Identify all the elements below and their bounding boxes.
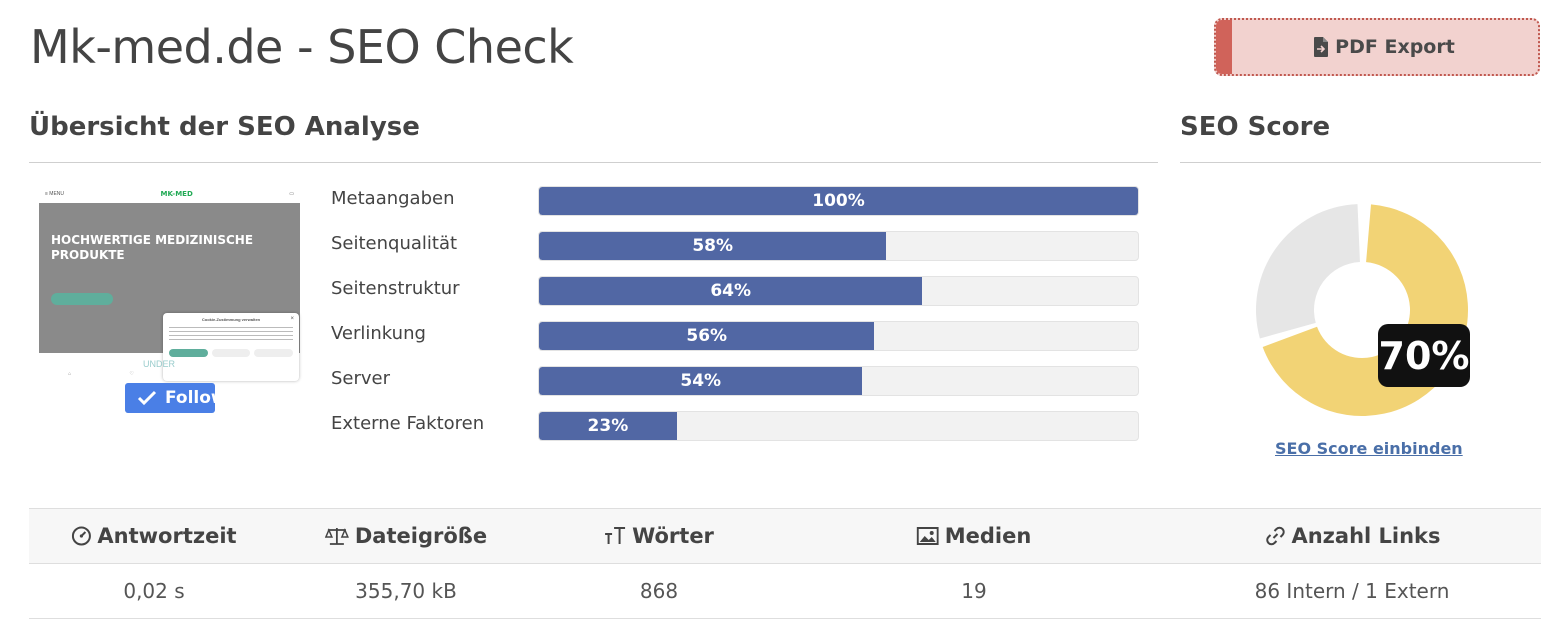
metric-label-verlinkung: Verlinkung [331, 323, 426, 344]
metric-label-server: Server [331, 368, 391, 389]
thumbnail-topbar: ≡ MENU MK-MED ▭ [39, 185, 300, 203]
metric-bar-fill: 58% [539, 232, 887, 260]
stats-header-dateigroesse: Dateigröße [324, 509, 488, 563]
metric-bar-fill: 23% [539, 412, 677, 440]
score-divider [1180, 162, 1541, 163]
metric-label-externe-faktoren: Externe Faktoren [331, 413, 485, 434]
cookie-deny-button [211, 349, 251, 357]
thumbnail-hero-button [51, 293, 113, 305]
stats-header-label: Anzahl Links [1291, 524, 1441, 548]
gauge-icon [71, 526, 91, 546]
stats-value-antwortzeit: 0,02 s [123, 579, 185, 603]
stats-header-row: Antwortzeit Dateigröße Wörter Medien Anz… [29, 508, 1541, 564]
metric-bar-seitenstruktur: 64% [538, 276, 1139, 306]
image-icon [916, 527, 939, 545]
checkmark-icon [137, 390, 157, 406]
seo-score-value: 70% [1378, 324, 1470, 387]
thumbnail-cookie-dialog: Cookie-Zustimmung verwalten × [163, 313, 299, 381]
stats-header-woerter: Wörter [604, 509, 714, 563]
thumbnail-window-icon: ▭ [289, 191, 294, 197]
metric-bar-server: 54% [538, 366, 1139, 396]
text-size-icon [605, 527, 626, 544]
cookie-dialog-title: Cookie-Zustimmung verwalten [201, 317, 261, 322]
metric-label-seitenqualitaet: Seitenqualität [331, 233, 458, 254]
scale-icon [324, 528, 349, 545]
stats-header-medien: Medien [916, 509, 1032, 563]
stats-value-anzahl-links: 86 Intern / 1 Extern [1254, 579, 1450, 603]
cookie-accept-button [169, 349, 208, 357]
follow-label: Follow [165, 388, 215, 408]
thumbnail-menu: ≡ MENU [45, 191, 65, 197]
metric-bar-fill: 54% [539, 367, 863, 395]
stats-value-dateigroesse: 355,70 kB [355, 579, 457, 603]
metric-label-metaangaben: Metaangaben [331, 188, 455, 209]
score-remaining-segment [1256, 204, 1360, 339]
home-icon: ⌂ [68, 371, 72, 377]
overview-divider [29, 162, 1158, 163]
cookie-dialog-text [169, 327, 293, 341]
page-title: Mk-med.de - SEO Check [30, 20, 574, 74]
thumbnail-under-text: UNDER [143, 359, 176, 369]
stats-table: Antwortzeit Dateigröße Wörter Medien Anz… [29, 508, 1541, 619]
stats-header-label: Medien [944, 524, 1032, 548]
metric-bar-externe-faktoren: 23% [538, 411, 1139, 441]
score-title: SEO Score [1180, 112, 1331, 142]
button-accent-stripe [1216, 20, 1232, 74]
file-export-icon [1314, 37, 1329, 57]
metric-bar-fill: 64% [539, 277, 923, 305]
cookie-settings-button [254, 349, 294, 357]
metric-bar-seitenqualitaet: 58% [538, 231, 1139, 261]
overview-title: Übersicht der SEO Analyse [29, 112, 420, 142]
close-icon: × [290, 316, 294, 322]
metric-bar-fill: 100% [539, 187, 1138, 215]
metric-label-seitenstruktur: Seitenstruktur [331, 278, 460, 299]
stats-header-antwortzeit: Antwortzeit [71, 509, 237, 563]
thumbnail-bottom-nav: ⌂ ♡ [39, 371, 163, 385]
stats-value-medien: 19 [961, 579, 987, 603]
heart-icon: ♡ [129, 371, 134, 377]
metric-bar-verlinkung: 56% [538, 321, 1139, 351]
pdf-export-label: PDF Export [1335, 36, 1455, 58]
stats-header-label: Antwortzeit [97, 524, 237, 548]
thumbnail-logo: MK-MED [160, 190, 193, 198]
metric-bar-fill: 56% [539, 322, 875, 350]
thumbnail-hero-text [51, 269, 288, 283]
stats-header-anzahl-links: Anzahl Links [1265, 509, 1441, 563]
metric-bar-metaangaben: 100% [538, 186, 1139, 216]
website-screenshot-thumbnail: ≡ MENU MK-MED ▭ HOCHWERTIGE MEDIZINISCHE… [39, 185, 300, 385]
follow-button[interactable]: Follow [125, 383, 215, 413]
stats-value-woerter: 868 [639, 579, 679, 603]
pdf-export-button[interactable]: PDF Export [1214, 18, 1540, 76]
seo-score-embed-link[interactable]: SEO Score einbinden [1275, 439, 1463, 458]
thumbnail-hero-heading: HOCHWERTIGE MEDIZINISCHE PRODUKTE [51, 233, 254, 262]
stats-header-label: Dateigröße [354, 524, 488, 548]
cookie-dialog-buttons [169, 349, 294, 357]
stats-value-row: 0,02 s 355,70 kB 868 19 86 Intern / 1 Ex… [29, 564, 1541, 619]
link-icon [1266, 526, 1285, 546]
stats-header-label: Wörter [632, 524, 714, 548]
